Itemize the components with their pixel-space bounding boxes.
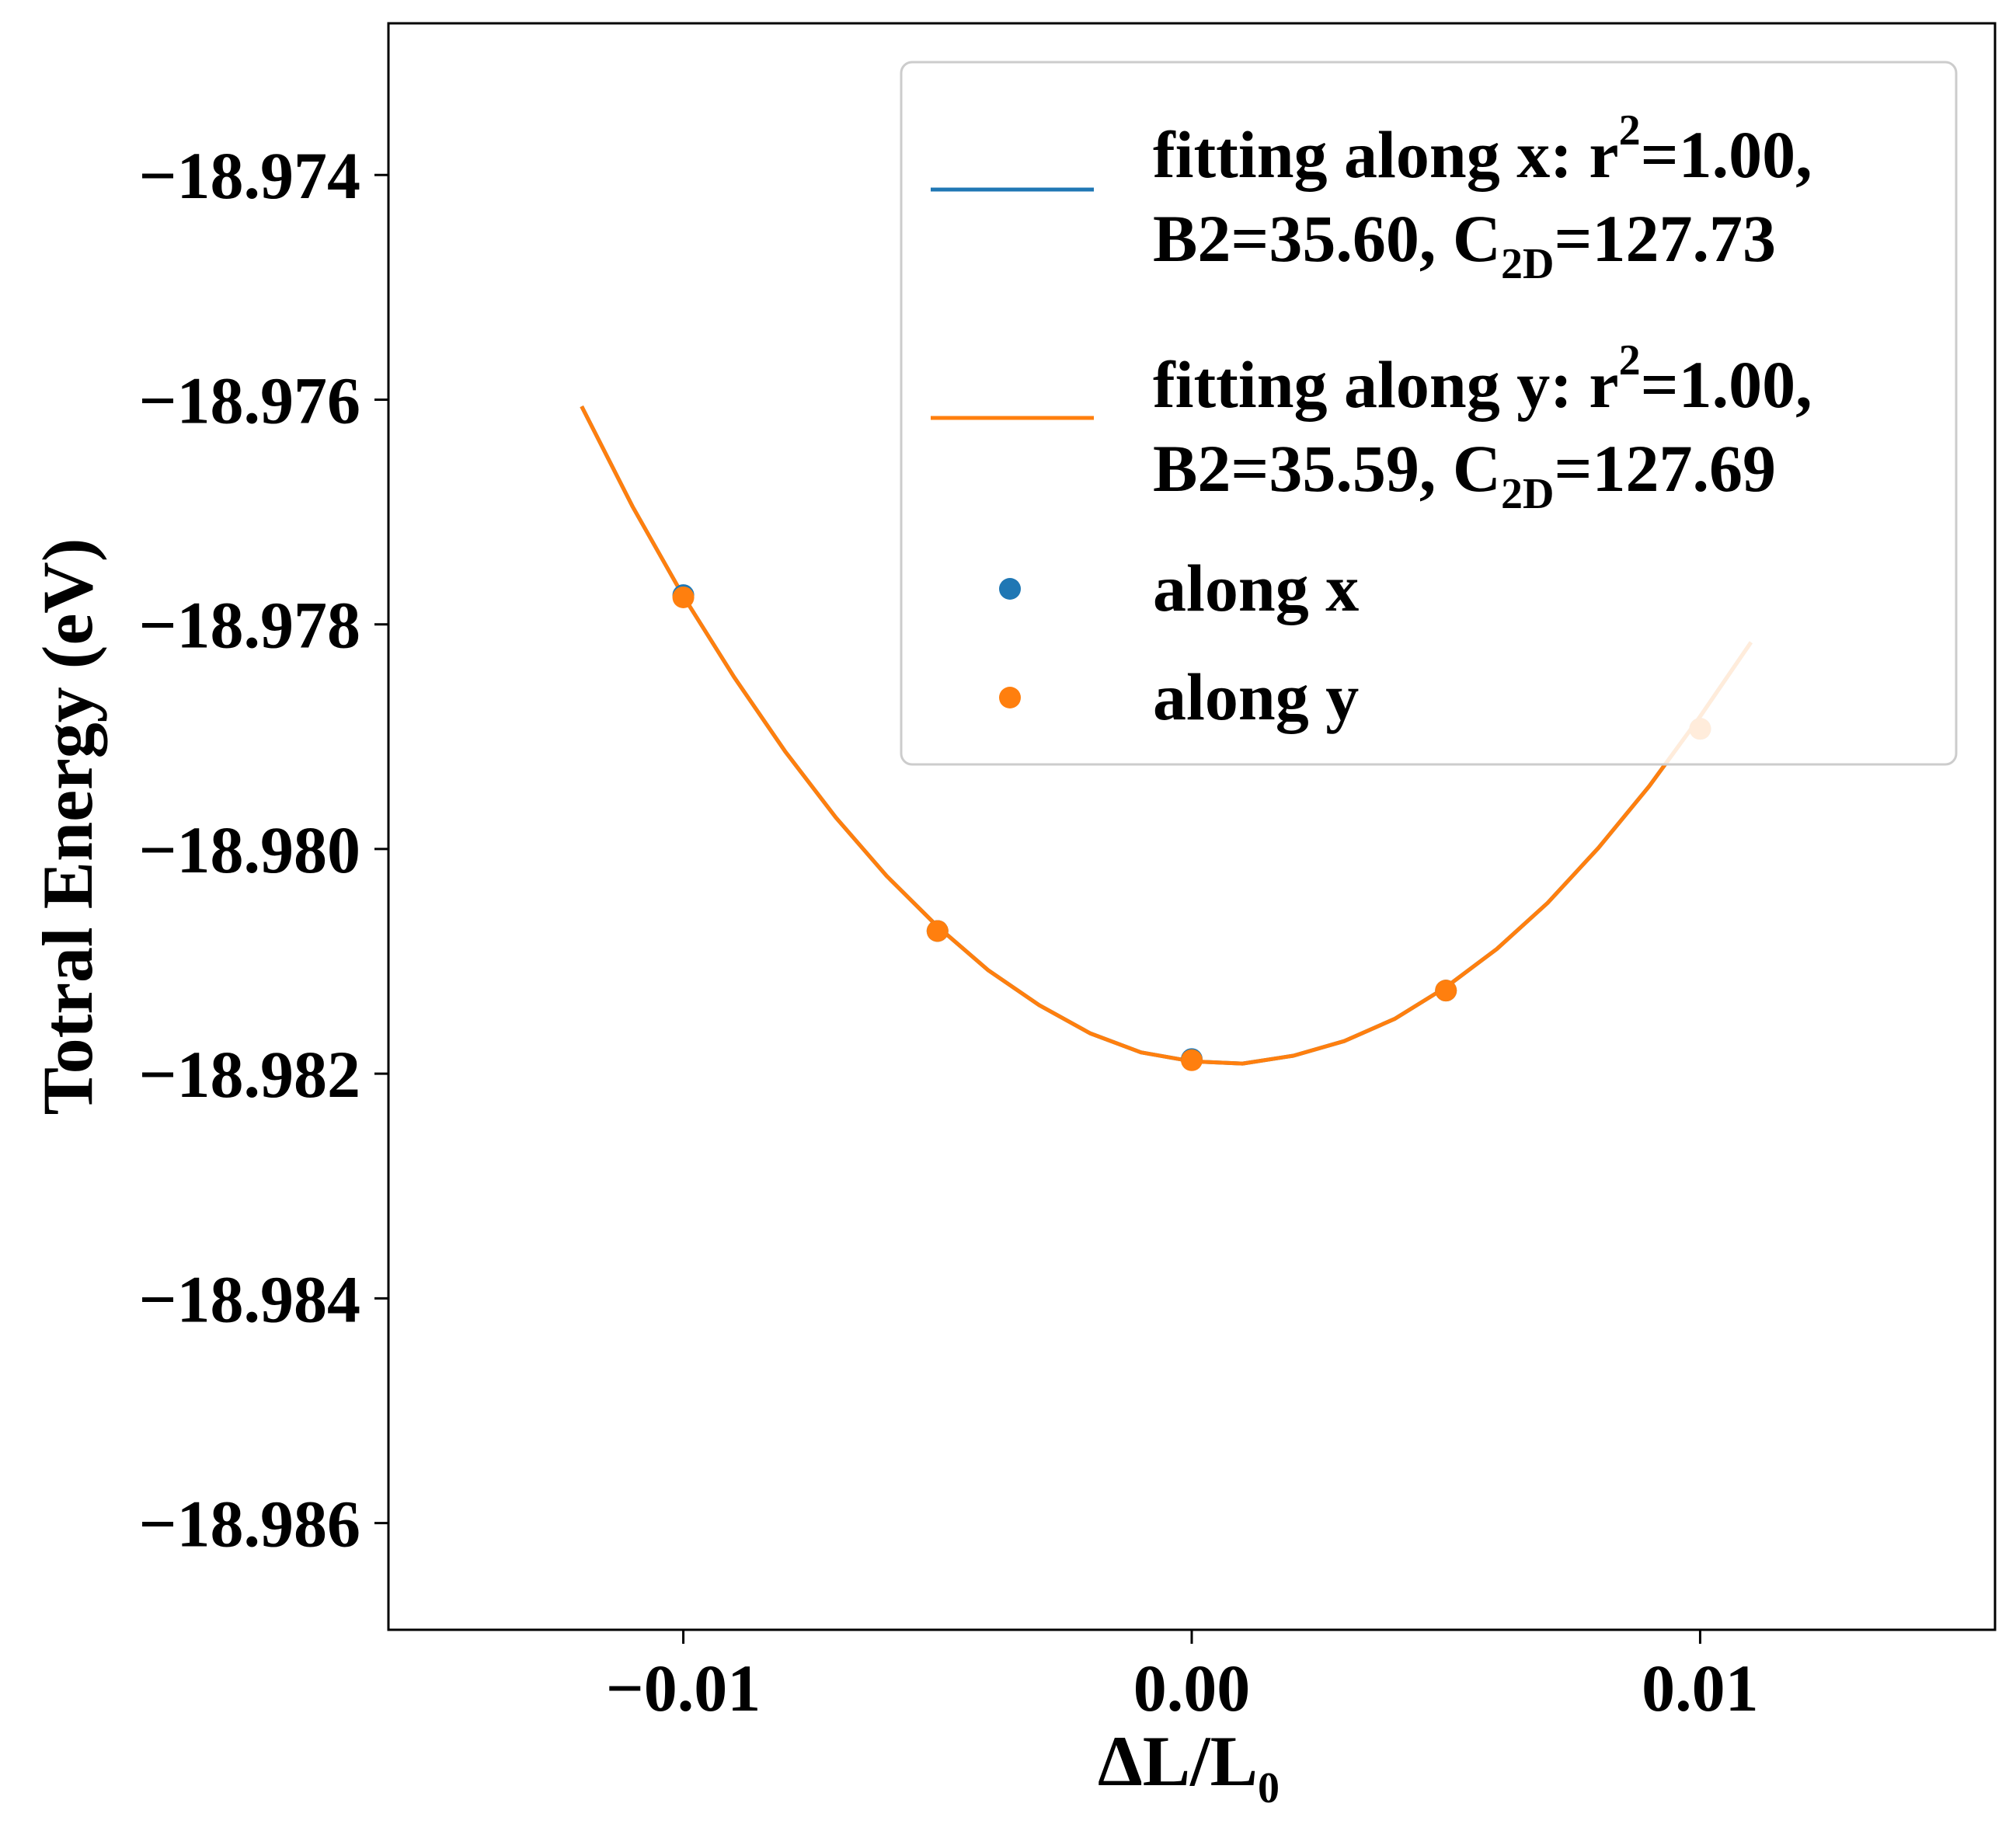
legend: fitting along x: r2=1.00, B2=35.60, C2D=… <box>900 61 1958 766</box>
data-point-along-y <box>1435 980 1457 1002</box>
y-axis: −18.974 −18.976 −18.978 −18.980 −18.982 −18.9… <box>138 138 388 1561</box>
x-axis-title-subscript: 0 <box>1258 1764 1280 1812</box>
legend-label-fitting-along-y-line1: fitting along y: r2=1.00, <box>1153 336 1812 422</box>
y-tick-label: −18.974 <box>138 138 360 213</box>
y-tick-label: −18.982 <box>138 1037 360 1112</box>
legend-label-fitting-along-y-line2: B2=35.59, C2D=127.69 <box>1153 431 1776 518</box>
y-tick-label: −18.986 <box>138 1487 360 1561</box>
x-tick-label: 0.01 <box>1642 1651 1759 1725</box>
y-tick-label: −18.984 <box>138 1262 360 1336</box>
legend-label-along-y: along y <box>1153 660 1359 734</box>
x-tick-label: −0.01 <box>606 1651 761 1725</box>
legend-label-along-x: along x <box>1153 551 1359 625</box>
legend-box <box>900 61 1958 766</box>
legend-label-fitting-along-x-line2: B2=35.60, C2D=127.73 <box>1153 201 1776 288</box>
series-line-fitting-along-y <box>580 405 1753 1066</box>
legend-label-fitting-along-x-line1: fitting along x: r2=1.00, <box>1153 106 1812 192</box>
y-tick-label: −18.976 <box>138 363 360 437</box>
data-point-along-y <box>1181 1049 1203 1071</box>
legend-marker-along-x <box>999 578 1021 600</box>
y-tick-label: −18.980 <box>138 813 360 887</box>
legend-marker-along-y <box>999 687 1021 708</box>
x-axis-title: ΔL/L0 <box>1098 1721 1280 1812</box>
y-axis-title: Totral Energy (eV) <box>28 538 107 1116</box>
x-tick-label: 0.00 <box>1133 1651 1251 1725</box>
data-point-along-y <box>672 586 695 608</box>
data-point-along-y <box>926 920 949 942</box>
x-axis-title-main: ΔL/L <box>1098 1721 1258 1801</box>
y-tick-label: −18.978 <box>138 588 360 663</box>
x-axis: −0.01 0.00 0.01 <box>606 1630 1759 1725</box>
